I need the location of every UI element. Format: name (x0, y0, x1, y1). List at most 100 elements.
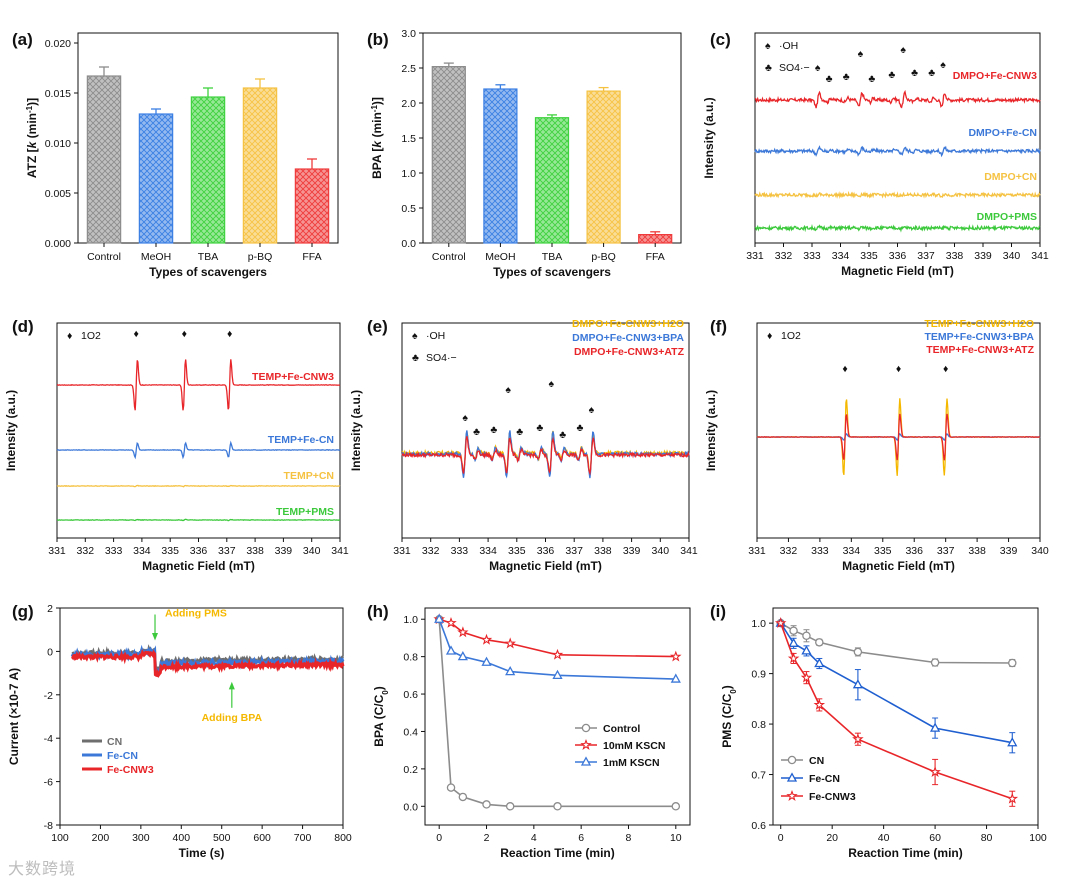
x-tick-label: 334 (133, 545, 151, 557)
bar-p-bq (586, 90, 621, 244)
y-tick-label: 0.005 (45, 188, 71, 200)
x-tick-label: 339 (974, 250, 992, 262)
x-axis: 100 200 300 400 500 600 700 800 (51, 825, 352, 844)
series-label: TEMP+Fe-CN (268, 434, 334, 446)
series-0 (776, 618, 1017, 668)
y-axis-label-part: ) (720, 685, 734, 689)
x-tick-label: 10 (670, 832, 682, 844)
bar-p-bq (242, 87, 278, 244)
y-tick-label: 0.8 (751, 719, 766, 731)
y-axis-label-part: Intensity (a.u.) (702, 97, 716, 178)
series-line-1 (754, 145, 1041, 158)
legend-text: ·OH (426, 330, 445, 342)
y-tick-label: 0.000 (45, 238, 71, 250)
x-tick-label: 332 (780, 545, 798, 557)
bar-ffa (638, 234, 673, 244)
y-axis-label: BPA [k (min-1)] (370, 97, 385, 179)
legend-text: Control (603, 723, 640, 735)
x-tick-label: 60 (929, 832, 941, 844)
panel-label: (g) (12, 602, 34, 621)
y-axis-label-part: Intensity (a.u.) (349, 390, 363, 471)
data-point (852, 733, 864, 745)
x-tick-label: 334 (479, 545, 497, 557)
y-tick-label: 2 (47, 603, 53, 615)
data-point (482, 800, 491, 809)
legend-text: ·OH (779, 40, 798, 52)
y-axis-label-part: BPA [ (370, 148, 384, 179)
x-axis-label: Magnetic Field (mT) (842, 559, 955, 573)
y-axis-label-group: Intensity (a.u.) (4, 390, 18, 471)
data-point (551, 648, 564, 660)
bar-tba (190, 96, 226, 244)
data-point (445, 645, 457, 655)
x-tick-label: 200 (92, 832, 110, 844)
y-axis-label-part: 0 (381, 690, 390, 695)
singlet-oxygen-marker: ♦ (896, 363, 902, 375)
watermark-logo: 大数跨境 (8, 859, 77, 878)
series-line-1 (56, 440, 341, 460)
y-tick-label: 1.0 (401, 168, 416, 180)
series-line-3 (754, 224, 1041, 233)
y-axis-label-group: BPA (C/C0) (372, 686, 390, 746)
y-tick-label: 2.0 (401, 98, 416, 110)
data-point (786, 790, 798, 801)
data-point (800, 671, 813, 683)
x-tick-label: TBA (542, 251, 562, 263)
x-tick-label: 335 (508, 545, 526, 557)
data-point (504, 637, 516, 649)
legend-text: 1O2 (781, 330, 801, 342)
x-axis-label: Magnetic Field (mT) (142, 559, 255, 573)
y-axis-label-part: k (25, 140, 39, 148)
y-axis-label-part: (min (370, 112, 384, 141)
oh-marker: ♠ (462, 412, 468, 424)
x-axis-label: Reaction Time (min) (848, 846, 962, 860)
oh-marker: ♠ (900, 44, 906, 56)
y-tick-label: 0.7 (751, 770, 766, 782)
series-label: TEMP+Fe-CNW3 (252, 371, 334, 383)
data-point (505, 802, 515, 811)
legend-text: 10mM KSCN (603, 740, 665, 752)
singlet-oxygen-marker: ♦ (943, 363, 949, 375)
x-tick-label: 600 (253, 832, 271, 844)
y-tick-label: 0.9 (751, 669, 766, 681)
y-axis-label-part: -1 (370, 105, 379, 113)
x-tick-label: 341 (331, 545, 349, 557)
x-tick-label: 336 (889, 250, 907, 262)
data-point (1006, 792, 1019, 804)
y-axis-label: Intensity (a.u.) (702, 97, 716, 178)
x-tick-label: 334 (843, 545, 861, 557)
series-1 (775, 617, 1018, 754)
data-point (670, 650, 682, 662)
x-tick-label: 700 (294, 832, 312, 844)
series-label: DMPO+Fe-CNW3+H2O (572, 318, 684, 330)
y-axis-label: Intensity (a.u.) (349, 390, 363, 471)
series-label: DMPO+Fe-CNW3 (953, 70, 1037, 82)
legend-symbol: ♠ (765, 40, 771, 52)
y-tick-label: -8 (44, 820, 53, 832)
x-axis-label: Types of scavengers (149, 265, 267, 279)
x-tick-label: 339 (1000, 545, 1018, 557)
data-point (814, 657, 825, 668)
data-point (580, 739, 592, 750)
y-axis-label-part: Intensity (a.u.) (704, 390, 718, 471)
x-axis-label: Time (s) (179, 846, 225, 860)
panel-label: (h) (367, 602, 389, 621)
data-point (581, 723, 591, 733)
series-label: TEMP+PMS (276, 506, 334, 518)
oh-marker: ♠ (589, 404, 595, 416)
y-axis-label: BPA (C/C0) (372, 686, 390, 746)
x-tick-label: 337 (218, 545, 236, 557)
y-axis: 2 0 -2 -4 -6 -8 (44, 603, 60, 832)
series-line-2 (401, 436, 690, 476)
data-point (480, 633, 493, 645)
y-tick-label: 0.6 (751, 820, 766, 832)
data-point (815, 638, 824, 647)
y-axis-label-group: Intensity (a.u.) (349, 390, 363, 471)
series-line (438, 619, 676, 808)
y-tick-label: 0.0 (401, 238, 416, 250)
x-tick-label: 337 (937, 545, 955, 557)
x-axis-label: Types of scavengers (493, 265, 611, 279)
legend-text: Fe-CNW3 (809, 791, 856, 803)
annotation-text: Adding PMS (165, 608, 227, 620)
data-point (801, 645, 812, 655)
